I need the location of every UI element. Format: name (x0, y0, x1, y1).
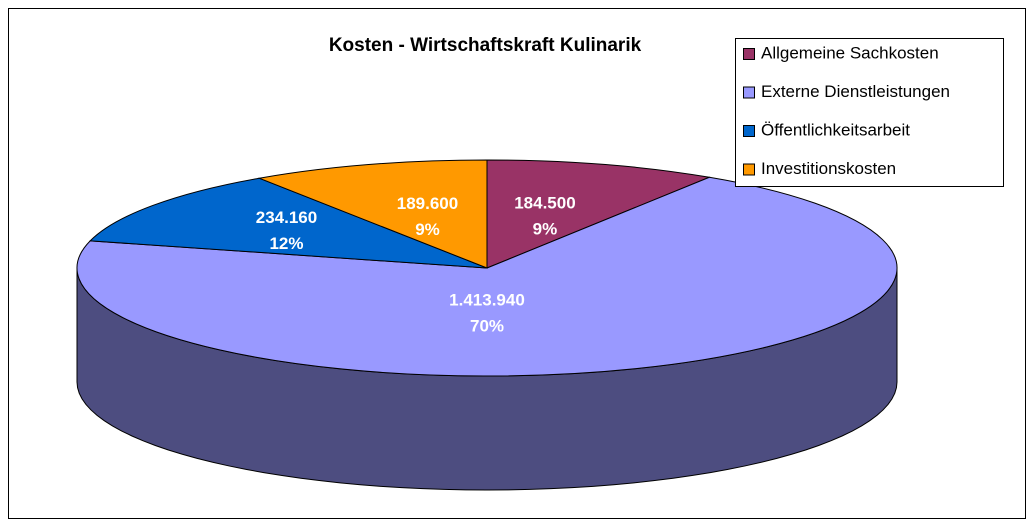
legend-swatch (743, 86, 755, 99)
legend-swatch (743, 48, 755, 60)
legend-label: Externe Dienstleistungen (761, 82, 950, 101)
chart-title: Kosten - Wirtschaftskraft Kulinarik (329, 35, 642, 56)
percent-label: 12% (269, 234, 303, 253)
pie-slice (486, 159, 712, 269)
legend-box (735, 38, 1004, 187)
legend-label: Allgemeine Sachkosten (761, 43, 939, 62)
legend: Allgemeine Sachkosten Externe Dienstleist… (735, 38, 1004, 187)
legend-swatch (743, 125, 755, 137)
legend-swatch (743, 163, 755, 176)
percent-label: 70% (470, 316, 504, 335)
legend-label: Investitionskosten (761, 159, 896, 178)
data-label: 184.500 (514, 194, 575, 213)
percent-label: 9% (415, 220, 440, 239)
legend-label: Öffentlichkeitsarbeit (761, 120, 910, 139)
data-label: 1.413.940 (449, 290, 525, 309)
data-label: 189.600 (397, 194, 458, 213)
pie: 184.500 9% 1.413.940 70% 234.160 12% 189.600 9% (76, 159, 898, 491)
pie-slice (89, 177, 488, 269)
pie-slice (257, 159, 488, 269)
percent-label: 9% (533, 220, 558, 239)
data-label: 234.160 (256, 208, 317, 227)
pie-slice (76, 176, 898, 377)
